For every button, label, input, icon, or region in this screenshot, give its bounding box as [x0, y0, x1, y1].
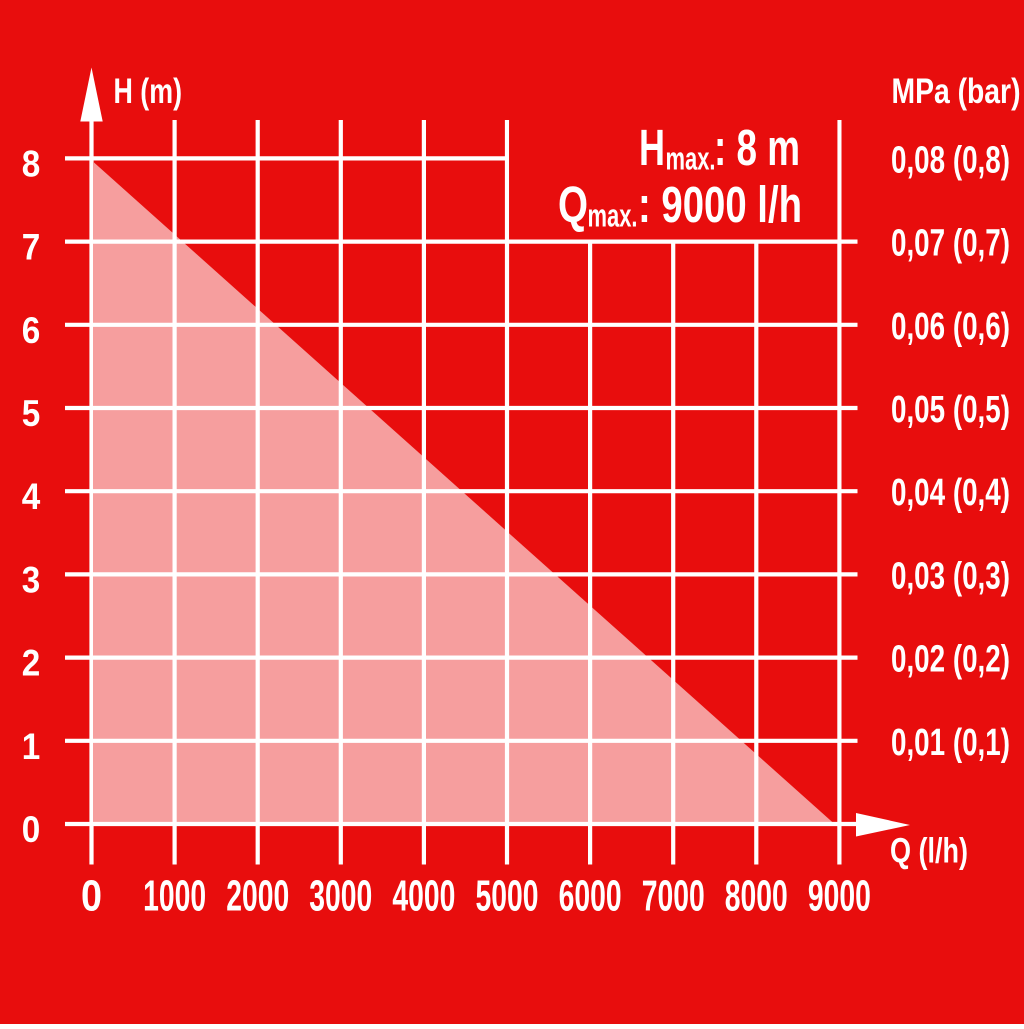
svg-text:1: 1: [22, 726, 41, 767]
svg-text:9000: 9000: [808, 872, 871, 921]
svg-text:: 8 m: : 8 m: [714, 119, 800, 176]
svg-text:5000: 5000: [476, 872, 539, 921]
svg-text:2000: 2000: [226, 872, 289, 921]
svg-text:4: 4: [22, 476, 41, 517]
svg-text:0,08 (0,8): 0,08 (0,8): [891, 139, 1010, 181]
svg-text:MPa (bar): MPa (bar): [892, 72, 1021, 111]
svg-text:8000: 8000: [725, 872, 788, 921]
svg-text:0,04 (0,4): 0,04 (0,4): [891, 472, 1010, 514]
svg-text:H: H: [639, 119, 665, 176]
svg-text:0: 0: [81, 872, 102, 921]
svg-text:8: 8: [22, 143, 41, 184]
svg-text:2: 2: [22, 643, 41, 684]
svg-text:0,02 (0,2): 0,02 (0,2): [891, 639, 1010, 681]
svg-text:6: 6: [22, 310, 41, 351]
svg-text:4000: 4000: [392, 872, 455, 921]
svg-text:1000: 1000: [143, 872, 206, 921]
svg-text:7000: 7000: [642, 872, 705, 921]
svg-text:3000: 3000: [309, 872, 372, 921]
svg-text:0,03 (0,3): 0,03 (0,3): [891, 555, 1010, 597]
svg-text:0,01 (0,1): 0,01 (0,1): [891, 722, 1010, 764]
svg-text:: 9000 l/h: : 9000 l/h: [638, 176, 802, 233]
svg-text:max.: max.: [666, 141, 716, 177]
svg-text:Q: Q: [558, 176, 588, 233]
svg-text:H (m): H (m): [114, 72, 183, 111]
svg-text:max.: max.: [588, 198, 638, 234]
svg-text:3: 3: [22, 559, 41, 600]
svg-text:0,06 (0,6): 0,06 (0,6): [891, 306, 1010, 348]
svg-text:7: 7: [22, 227, 41, 268]
svg-text:0,07 (0,7): 0,07 (0,7): [891, 223, 1010, 265]
svg-text:6000: 6000: [559, 872, 622, 921]
svg-text:0,05 (0,5): 0,05 (0,5): [891, 389, 1010, 431]
svg-text:Q (l/h): Q (l/h): [890, 832, 968, 871]
svg-text:5: 5: [22, 393, 41, 434]
svg-text:0: 0: [22, 809, 41, 850]
